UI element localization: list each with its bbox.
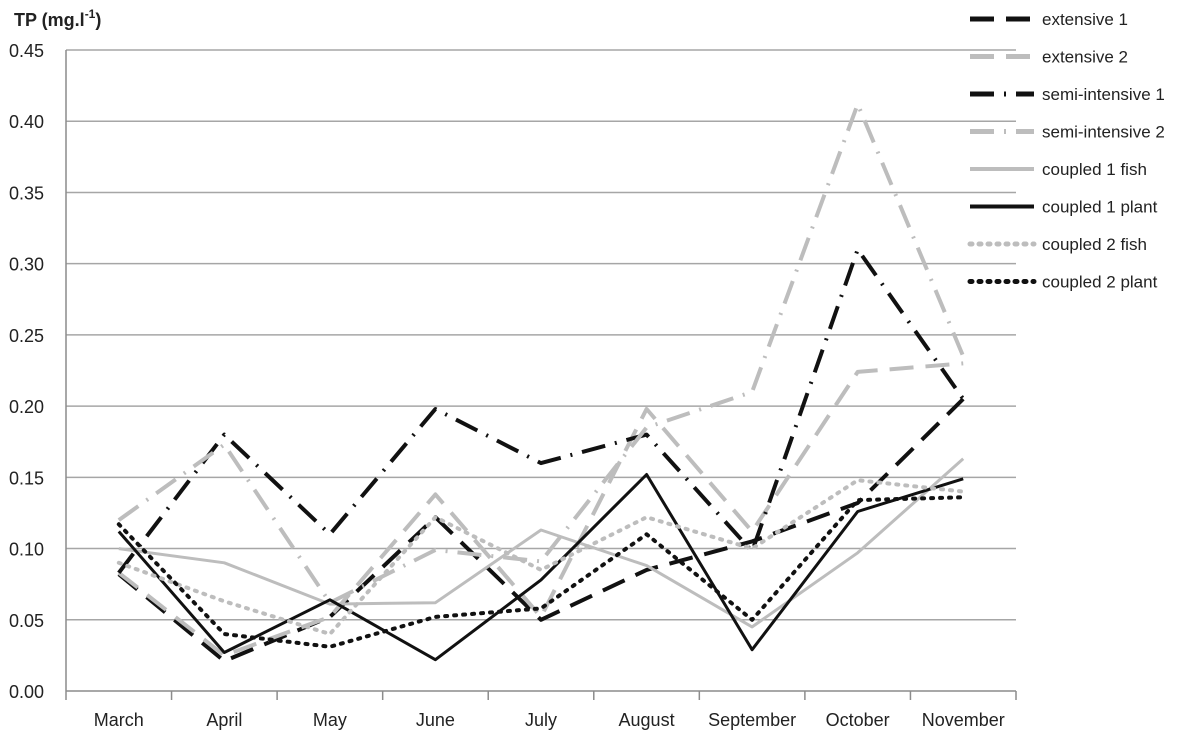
- y-axis-title: TP (mg.l-1): [14, 7, 101, 30]
- y-tick-label: 0.30: [9, 255, 44, 275]
- series-lines: [116, 102, 966, 664]
- legend-label: semi-intensive 2: [1042, 123, 1165, 142]
- x-tick-label: October: [826, 710, 890, 730]
- y-tick-labels: 0.00 0.05 0.10 0.15 0.20 0.25 0.30 0.35 0.40 0.45: [9, 41, 44, 702]
- y-tick-label: 0.25: [9, 326, 44, 346]
- gridlines: [66, 49, 1016, 621]
- x-tick-labels: March April May June July August September Octo…: [94, 710, 1005, 730]
- legend-label: extensive 1: [1042, 10, 1128, 29]
- legend-label: coupled 1 fish: [1042, 160, 1147, 179]
- y-tick-label: 0.35: [9, 183, 44, 203]
- series-line-semi-intensive-2: [117, 102, 966, 605]
- y-tick-label: 0.00: [9, 682, 44, 702]
- legend-label: extensive 2: [1042, 48, 1128, 67]
- x-tick-label: June: [416, 710, 455, 730]
- y-tick-label: 0.15: [9, 468, 44, 488]
- legend-label: coupled 2 fish: [1042, 235, 1147, 254]
- series-line-coupled-2-fish: [116, 478, 966, 636]
- x-tick-label: September: [708, 710, 796, 730]
- y-tick-label: 0.20: [9, 397, 44, 417]
- legend-label: coupled 1 plant: [1042, 198, 1158, 217]
- y-axis-title-main: TP (mg.l: [14, 10, 85, 30]
- x-tick-label: July: [525, 710, 557, 730]
- series-line-coupled-2-plant: [116, 495, 966, 649]
- series-line-extensive-2: [117, 361, 964, 658]
- x-tick-label: March: [94, 710, 144, 730]
- legend-label: coupled 2 plant: [1042, 273, 1158, 292]
- y-tick-label: 0.05: [9, 611, 44, 631]
- y-tick-label: 0.45: [9, 41, 44, 61]
- series-line-coupled-1-fish: [118, 457, 965, 629]
- legend-label: semi-intensive 1: [1042, 85, 1165, 104]
- x-tick-label: May: [313, 710, 347, 730]
- y-tick-label: 0.10: [9, 540, 44, 560]
- axes: [65, 50, 1017, 700]
- y-axis-title-close: ): [95, 10, 101, 30]
- series-line-coupled-1-plant: [117, 473, 964, 662]
- x-tick-label: August: [619, 710, 675, 730]
- y-axis-title-superscript: -1: [85, 7, 96, 21]
- x-tick-label: April: [206, 710, 242, 730]
- y-tick-label: 0.40: [9, 112, 44, 132]
- series-line-extensive-1: [117, 397, 965, 664]
- legend: extensive 1 extensive 2 semi-intensive 1 se…: [967, 10, 1165, 292]
- x-tick-label: November: [922, 710, 1005, 730]
- series-line-semi-intensive-1: [117, 247, 965, 575]
